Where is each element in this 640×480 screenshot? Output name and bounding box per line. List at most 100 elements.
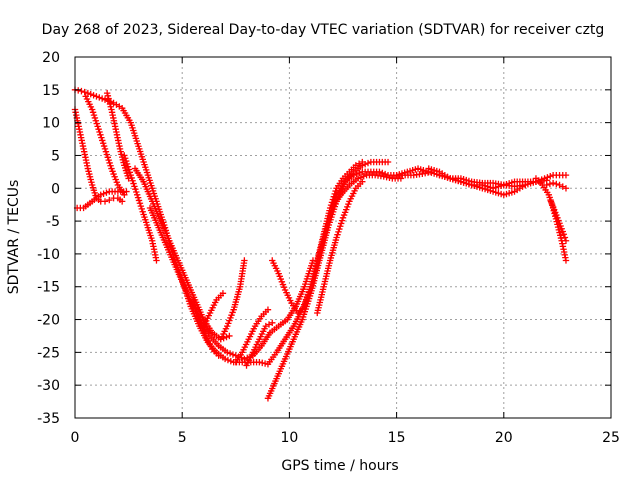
data-point [226,332,233,340]
y-tick-label: -30 [37,378,60,394]
data-point [84,89,92,97]
data-point [95,126,102,133]
y-tick-label: -20 [37,313,60,329]
data-point [193,307,200,315]
data-point [543,181,550,189]
series-arc-8 [146,204,317,363]
data-point [241,355,248,363]
data-point [104,154,111,161]
data-point [356,169,363,177]
data-point [532,178,540,185]
data-point [562,185,570,192]
data-point [265,321,273,328]
x-tick-label: 25 [602,430,620,446]
data-point [121,152,128,159]
series-arc-16 [314,178,366,317]
series-arc-1 [71,86,435,368]
data-point [133,188,140,196]
data-point [337,223,344,230]
data-point [94,123,101,130]
x-axis-label: GPS time / hours [281,458,398,474]
data-point [549,179,557,187]
data-point [560,231,568,238]
data-point [191,302,198,309]
data-point [88,106,96,113]
data-point [522,181,529,189]
grid [75,57,611,418]
y-tick-label: 20 [42,50,60,66]
data-point [136,200,144,207]
data-point [125,166,133,173]
data-point [106,159,113,167]
x-tick-label: 20 [495,430,513,446]
series-arc-20 [436,171,529,190]
data-point [137,202,145,210]
data-point [101,198,109,205]
data-point [101,145,109,153]
data-point [383,173,390,181]
data-point [107,162,114,169]
data-point [538,176,545,183]
data-point [92,117,100,124]
data-point [89,109,97,116]
y-tick-label: 10 [42,116,60,132]
data-point [129,177,136,184]
x-tick-label: 15 [388,430,406,446]
y-tick-label: 15 [42,83,60,99]
series-arc-24 [547,198,570,244]
y-tick-label: -10 [37,247,60,263]
data-point [338,217,346,224]
data-point [333,234,340,241]
data-point [229,351,237,358]
series-arc-12 [232,306,272,366]
axis-ticks: 0 5 10 15 20 25 20 15 10 5 0 -5 -10 -15 -20 -25 -30 -35 [37,50,620,446]
data-point [359,178,366,185]
series-arc-17 [329,171,405,212]
y-tick-label: -5 [46,214,60,230]
data-point [131,183,138,190]
data-point [541,175,548,182]
data-point [93,120,100,127]
series-arc-13 [243,319,276,369]
data-point [189,296,197,304]
data-point [195,313,202,320]
data-point [547,173,554,180]
data-point [559,183,566,190]
data-point [561,234,569,241]
x-tick-label: 5 [178,430,187,446]
data-point [354,175,362,182]
data-point [97,131,104,139]
data-point [75,87,82,94]
series-arc-4 [82,93,128,199]
data-point [264,306,272,313]
data-point [106,196,113,204]
data-point [123,188,130,195]
x-tick-label: 0 [71,430,80,446]
y-tick-label: -25 [37,345,60,361]
data-point [562,237,570,244]
data-point [97,191,104,199]
data-point [87,90,94,98]
data-point [232,352,239,359]
data-point [224,349,231,356]
y-tick-label: 0 [51,181,60,197]
data-point [124,163,132,170]
data-point [135,197,143,204]
data-point [226,350,234,357]
data-point [103,151,111,158]
data-point [139,208,146,215]
data-point [123,160,131,168]
data-marks [71,86,570,402]
data-point [127,171,134,179]
data-point [122,157,130,165]
y-tick-label: 5 [51,148,60,164]
data-point [221,355,229,363]
data-point [379,169,386,177]
data-point [241,257,248,264]
data-point [419,170,426,178]
data-point [96,94,103,101]
data-point [81,88,88,96]
data-point [100,190,107,197]
data-point [535,177,543,184]
data-point [334,231,341,238]
